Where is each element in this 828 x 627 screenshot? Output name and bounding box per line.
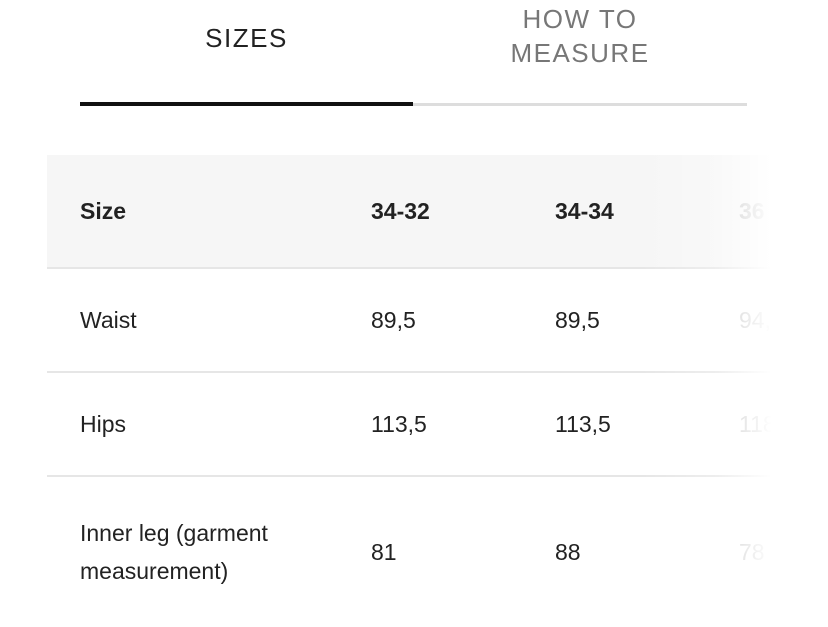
table-cell: 78 bbox=[739, 539, 765, 565]
table-cell: 118 bbox=[739, 411, 776, 437]
header-cell: 36 bbox=[739, 198, 765, 224]
row-label: Inner leg (garment measurement) bbox=[80, 520, 268, 584]
table-cell: 81 bbox=[371, 539, 397, 565]
header-cell: Size bbox=[80, 198, 127, 224]
table-header-row: Size 34-32 34-34 36 bbox=[47, 155, 770, 269]
tab-divider bbox=[413, 103, 747, 106]
header-cell: 34-32 bbox=[371, 198, 430, 224]
tab-bar: SIZES HOW TO MEASURE bbox=[80, 0, 747, 108]
table-cell: 94, bbox=[739, 307, 771, 333]
table-cell: 113,5 bbox=[555, 411, 611, 437]
tab-sizes[interactable]: SIZES bbox=[205, 23, 288, 53]
table-row: Hips 113,5 113,5 118 bbox=[47, 373, 776, 477]
table-row: Inner leg (garment measurement) 81 88 78 bbox=[47, 477, 770, 627]
table-cell: 88 bbox=[555, 539, 581, 565]
table-cell: 89,5 bbox=[371, 307, 416, 333]
row-label: Hips bbox=[80, 411, 127, 437]
table-cell: 113,5 bbox=[371, 411, 427, 437]
active-tab-indicator bbox=[80, 102, 413, 106]
table-cell: 89,5 bbox=[555, 307, 600, 333]
row-label: Waist bbox=[80, 307, 137, 333]
tab-how-to-measure[interactable]: HOW TO MEASURE bbox=[413, 0, 747, 88]
tab-how-to-measure-label: HOW TO MEASURE bbox=[510, 4, 650, 68]
header-cell: 34-34 bbox=[555, 198, 614, 224]
size-table: Size 34-32 34-34 36 Waist 89,5 89,5 94, … bbox=[47, 155, 776, 627]
table-row: Waist 89,5 89,5 94, bbox=[47, 269, 771, 373]
